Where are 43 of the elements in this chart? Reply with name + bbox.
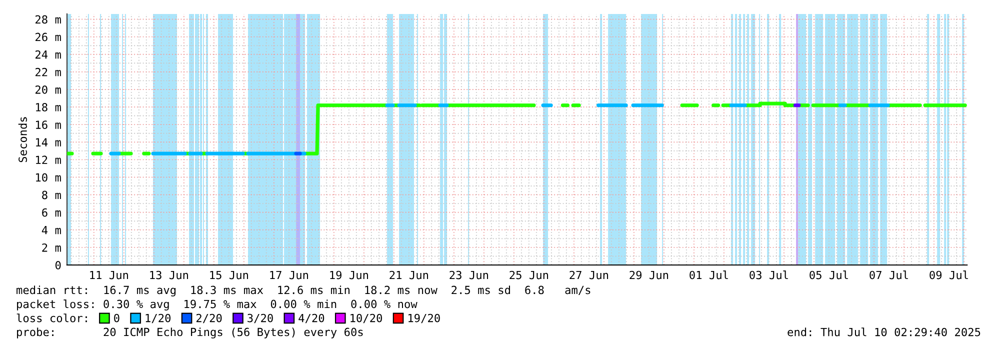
y-tick-label: 18 m [36, 103, 61, 112]
text: end: Thu Jul 10 02:29:40 2025 [788, 328, 980, 336]
legend-label: 3/20 [248, 314, 273, 324]
y-tick-label: 14 m [36, 138, 61, 146]
legend-label: 0 [114, 314, 120, 322]
y-tick-label: 8 m [42, 190, 61, 200]
y-tick-label: 28 m [36, 15, 61, 24]
y-tick-label: 0 [55, 261, 61, 270]
y-tick-label: 4 m [42, 226, 61, 234]
x-tick-label: 21 Jun [390, 270, 428, 280]
legend-label: 2/20 [196, 314, 222, 324]
text: loss color: [16, 314, 87, 322]
y-tick-label: 2 m [42, 243, 61, 252]
x-tick-label: 05 Jul [810, 270, 848, 280]
text: packet loss: 0.30 % avg 19.75 % max 0.00 % min 0.00 % now [17, 300, 418, 310]
x-tick-label: 15 Jun [210, 270, 248, 280]
x-tick-label: 23 Jun [450, 270, 488, 280]
legend-label: 10/20 [350, 314, 382, 324]
y-tick-label: 22 m [36, 68, 61, 76]
x-tick-label: 11 Jun [90, 270, 128, 280]
x-tick-label: 01 Jul [690, 270, 728, 280]
x-tick-label: 13 Jun [150, 270, 188, 280]
y-tick-label: 12 m [36, 156, 61, 164]
text: median rtt: 16.7 ms avg 18.3 ms max 12.6 ms min 18.2 ms now 2.5 ms sd 6.8 am/s [16, 286, 590, 296]
y-axis-title: Seconds [18, 117, 27, 162]
x-tick-label: 07 Jul [870, 270, 908, 280]
y-tick-label: 16 m [36, 120, 61, 129]
y-tick-label: 20 m [36, 85, 61, 94]
x-tick-label: 29 Jun [630, 270, 668, 280]
x-tick-label: 03 Jul [750, 270, 788, 280]
legend-label: 19/20 [408, 314, 440, 324]
x-tick-label: 19 Jun [330, 270, 368, 280]
y-tick-label: 24 m [36, 50, 61, 59]
x-tick-label: 09 Jul [930, 270, 968, 280]
text: probe: 20 ICMP Echo Pings (56 Bytes) every 60s [17, 328, 363, 338]
x-tick-label: 27 Jun [570, 270, 608, 280]
y-tick-label: 6 m [42, 208, 61, 217]
x-tick-label: 17 Jun [270, 270, 308, 280]
legend-label: 4/20 [298, 314, 324, 324]
x-tick-label: 25 Jun [510, 270, 548, 280]
legend-label: 1/20 [146, 314, 171, 324]
y-tick-label: 26 m [36, 32, 61, 42]
y-tick-label: 10 m [36, 173, 61, 182]
